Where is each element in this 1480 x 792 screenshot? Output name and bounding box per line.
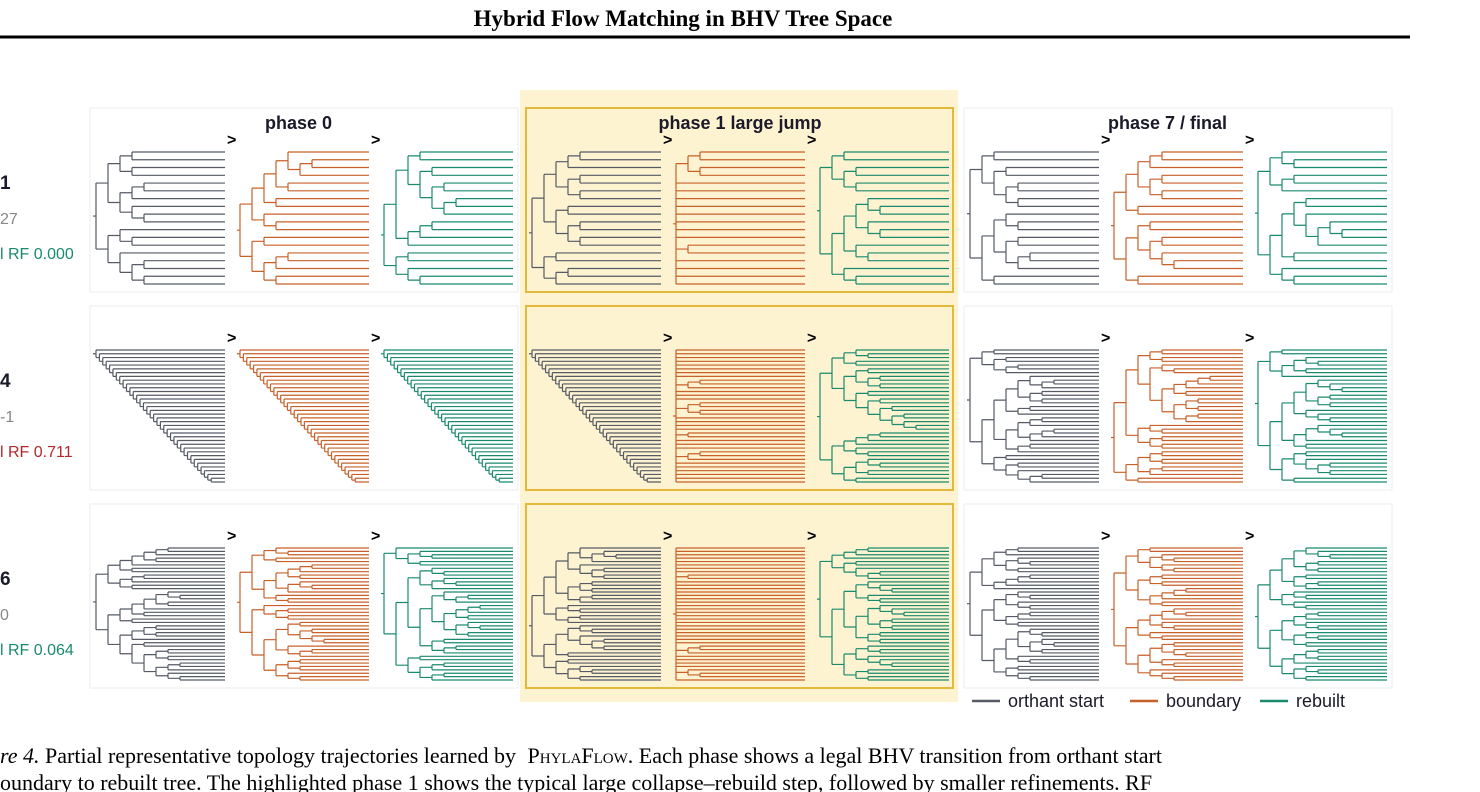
- tree: [529, 547, 661, 681]
- row-stat: -1: [0, 409, 14, 426]
- tree: [967, 349, 1099, 483]
- row-rf: l RF 0.064: [0, 642, 74, 659]
- row-stat: 27: [0, 211, 18, 228]
- transition-arrow: >: [663, 330, 672, 347]
- row-id: 1: [0, 173, 11, 194]
- panel-frame: [963, 305, 1393, 491]
- panel-frame: [89, 305, 519, 491]
- tree: [673, 151, 805, 285]
- tree: [529, 349, 661, 483]
- row-id: 4: [0, 371, 11, 392]
- row-rf: l RF 0.711: [0, 444, 73, 461]
- tree: [967, 547, 1099, 681]
- transition-arrow: >: [227, 528, 236, 545]
- legend-label: boundary: [1166, 691, 1241, 711]
- transition-arrow: >: [663, 528, 672, 545]
- tree: [237, 151, 369, 285]
- panel-frame: [963, 107, 1393, 293]
- legend-label: rebuilt: [1296, 691, 1345, 711]
- tree: [1255, 349, 1387, 483]
- row-rf: l RF 0.000: [0, 246, 74, 263]
- transition-arrow: >: [227, 132, 236, 149]
- transition-arrow: >: [807, 132, 816, 149]
- transition-arrow: >: [807, 330, 816, 347]
- transition-arrow: >: [1245, 330, 1254, 347]
- tree: [93, 151, 225, 285]
- tree: [1111, 349, 1243, 483]
- tree: [381, 349, 513, 483]
- caption-text: Partial representative topology trajecto…: [45, 743, 516, 768]
- highlight-box: [525, 107, 954, 293]
- tree: [237, 349, 369, 483]
- panel-frame: [89, 503, 519, 689]
- tree: [673, 349, 805, 483]
- transition-arrow: >: [227, 330, 236, 347]
- tree: [817, 151, 949, 285]
- transition-arrow: >: [371, 528, 380, 545]
- transition-arrow: >: [371, 132, 380, 149]
- highlight-box: [525, 503, 954, 689]
- transition-arrow: >: [1101, 528, 1110, 545]
- transition-arrow: >: [663, 132, 672, 149]
- highlight-box: [525, 305, 954, 491]
- tree: [93, 547, 225, 681]
- legend-label: orthant start: [1008, 691, 1104, 711]
- tree: [817, 547, 949, 681]
- caption-label: re 4.: [0, 743, 40, 768]
- highlight-band: [520, 90, 958, 702]
- phase-title: phase 7 / final: [1108, 113, 1227, 133]
- tree: [967, 151, 1099, 285]
- transition-arrow: >: [1101, 330, 1110, 347]
- tree: [817, 349, 949, 483]
- tree: [1111, 151, 1243, 285]
- transition-arrow: >: [1245, 528, 1254, 545]
- tree: [381, 151, 513, 285]
- tree: [381, 547, 513, 681]
- panel-frame: [963, 503, 1393, 689]
- row-id: 6: [0, 569, 11, 590]
- transition-arrow: >: [371, 330, 380, 347]
- caption-line: re 4. Partial representative topology tr…: [0, 743, 1162, 768]
- tree-panels: 1 27 l RF 0.000 > > > > > >4 -1 l RF 0.711 > > > > > >6 0…: [0, 107, 1393, 689]
- caption-name: PhylaFlow: [528, 743, 629, 768]
- row-stat: 0: [0, 607, 9, 624]
- transition-arrow: >: [1245, 132, 1254, 149]
- tree: [1255, 547, 1387, 681]
- tree: [529, 151, 661, 285]
- phase-title: phase 0: [265, 113, 332, 133]
- panel-frame: [89, 107, 519, 293]
- tree: [1255, 151, 1387, 285]
- transition-arrow: >: [807, 528, 816, 545]
- tree: [237, 547, 369, 681]
- tree: [673, 547, 805, 681]
- caption-text: . Each phase shows a legal BHV transitio…: [628, 743, 1162, 768]
- running-title: Hybrid Flow Matching in BHV Tree Space: [474, 6, 893, 31]
- transition-arrow: >: [1101, 132, 1110, 149]
- phase-title: phase 1 large jump: [658, 113, 821, 133]
- caption-line: oundary to rebuilt tree. The highlighted…: [0, 770, 1152, 792]
- legend: orthant start boundary rebuilt: [972, 691, 1345, 711]
- tree: [1111, 547, 1243, 681]
- tree: [93, 349, 225, 483]
